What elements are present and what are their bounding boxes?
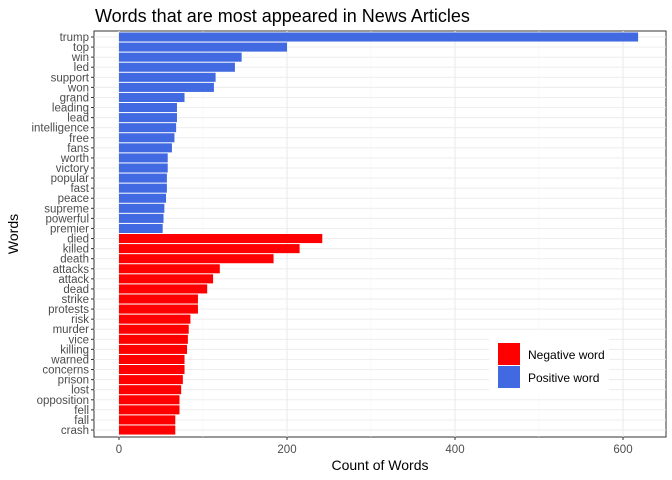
bar-fast [119, 183, 167, 193]
bar-trump [119, 32, 639, 42]
bar-led [119, 62, 235, 72]
category-label: victory [56, 163, 89, 175]
bar-premier [119, 223, 163, 233]
bar-grand [119, 92, 185, 102]
category-label: peace [58, 193, 89, 205]
bar-leading [119, 103, 177, 113]
bar-prison [119, 375, 183, 385]
bar-warned [119, 354, 185, 364]
bar-intelligence [119, 123, 177, 133]
category-label: lost [71, 385, 90, 397]
bar-killed [119, 244, 300, 254]
category-label: died [67, 234, 89, 246]
x-tick-label: 0 [116, 444, 122, 456]
category-label: concerns [42, 365, 89, 377]
category-label: lead [67, 113, 89, 125]
category-label: fall [74, 415, 89, 427]
category-label: grand [60, 92, 89, 104]
bar-killing [119, 344, 188, 354]
x-axis-title: Count of Words [331, 457, 428, 473]
x-tick-label: 600 [613, 444, 632, 456]
bar-strike [119, 294, 198, 304]
x-axis-ticks: 0 200 400 600 [116, 437, 633, 456]
category-label: popular [51, 173, 90, 185]
bar-risk [119, 314, 191, 324]
category-label: fell [74, 405, 89, 417]
bar-won [119, 82, 214, 92]
bar-murder [119, 324, 189, 334]
bar-lost [119, 385, 182, 395]
category-label: support [51, 72, 90, 84]
category-label: attacks [53, 264, 90, 276]
bar-crash [119, 425, 176, 435]
category-label: protests [48, 304, 89, 316]
category-label: win [71, 52, 89, 64]
bar-supreme [119, 203, 165, 213]
bar-death [119, 254, 274, 264]
bar-popular [119, 173, 167, 183]
category-label: top [73, 42, 89, 54]
category-label: warned [50, 354, 89, 366]
bar-victory [119, 163, 168, 173]
category-label: led [74, 62, 89, 74]
category-label: won [67, 82, 89, 94]
category-label: strike [62, 294, 89, 306]
category-label: vice [69, 334, 89, 346]
bar-attacks [119, 264, 220, 274]
legend-swatch-positive [498, 366, 520, 388]
legend-label-negative: Negative word [528, 348, 605, 362]
category-label: supreme [44, 203, 89, 215]
category-label: fast [70, 183, 89, 195]
category-label: trump [60, 32, 89, 44]
legend-label-positive: Positive word [528, 371, 599, 385]
bar-concerns [119, 365, 185, 375]
bar-fans [119, 143, 172, 153]
legend-swatch-negative [498, 343, 520, 365]
bar-support [119, 72, 216, 82]
category-label: dead [63, 284, 89, 296]
legend: Negative word Positive word [489, 331, 609, 395]
bar-opposition [119, 395, 180, 405]
category-label: crash [61, 425, 89, 437]
category-label: premier [50, 223, 89, 235]
bar-win [119, 52, 242, 62]
bar-top [119, 42, 287, 52]
bar-worth [119, 153, 168, 163]
category-label: worth [60, 153, 89, 165]
chart-title: Words that are most appeared in News Art… [95, 6, 470, 26]
bar-fall [119, 415, 176, 425]
bar-fell [119, 405, 180, 415]
bar-attack [119, 274, 214, 284]
category-label: risk [71, 314, 89, 326]
bar-dead [119, 284, 208, 294]
category-label: intelligence [31, 123, 89, 135]
category-label: free [69, 133, 89, 145]
y-axis-title: Words [5, 214, 21, 254]
bar-free [119, 133, 175, 143]
bar-peace [119, 193, 167, 203]
bars [119, 32, 639, 435]
category-label: killing [60, 344, 89, 356]
x-tick-label: 400 [445, 444, 464, 456]
category-labels: trumptopwinledsupportwongrandleadinglead… [31, 32, 94, 437]
category-label: fans [67, 143, 89, 155]
category-label: prison [58, 375, 89, 387]
category-label: leading [52, 103, 89, 115]
bar-died [119, 234, 323, 244]
bar-vice [119, 334, 188, 344]
category-label: opposition [37, 395, 89, 407]
category-label: killed [63, 244, 89, 256]
bar-powerful [119, 213, 164, 223]
category-label: murder [53, 324, 90, 336]
x-tick-label: 200 [277, 444, 296, 456]
bar-lead [119, 113, 177, 123]
category-label: death [60, 254, 89, 266]
category-label: powerful [46, 213, 89, 225]
bar-protests [119, 304, 198, 314]
category-label: attack [58, 274, 89, 286]
